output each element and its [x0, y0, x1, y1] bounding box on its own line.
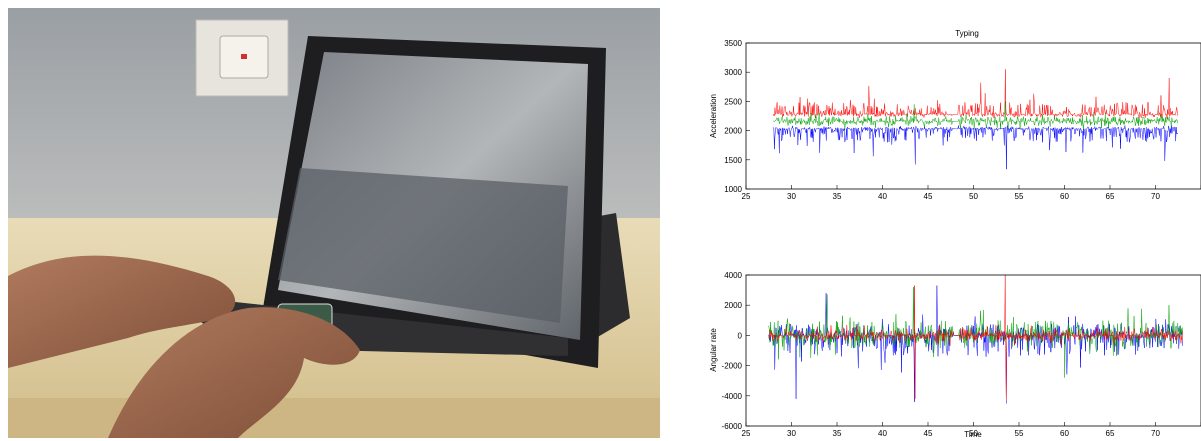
series-line — [773, 125, 1179, 170]
x-tick-label: 65 — [1106, 192, 1115, 201]
x-tick-label: 40 — [878, 192, 887, 201]
x-tick-label: 35 — [833, 429, 842, 438]
plot-frame — [745, 42, 1201, 190]
x-tick-label: 45 — [924, 192, 933, 201]
plot-frame — [745, 274, 1201, 427]
y-tick-label: 3000 — [724, 68, 742, 77]
y-tick-label: 2500 — [724, 97, 742, 106]
photo-typing-tablet — [8, 8, 660, 438]
desk-edge — [8, 398, 660, 438]
x-tick-label: 45 — [924, 429, 933, 438]
x-tick-label: 40 — [878, 429, 887, 438]
y-tick-label: 2000 — [724, 301, 742, 310]
x-tick-label: 50 — [969, 429, 978, 438]
x-tick-label: 70 — [1151, 429, 1160, 438]
imu-charts: Typing 2530354045505560657075 1000150020… — [709, 29, 1201, 439]
chart-title: Typing — [955, 29, 979, 38]
y-axis-label: Acceleration — [709, 94, 718, 138]
x-tick-label: 70 — [1151, 192, 1160, 201]
y-tick-label: 1500 — [724, 156, 742, 165]
series-line — [768, 287, 1183, 378]
x-tick-label: 55 — [1015, 429, 1024, 438]
series-line — [768, 285, 1183, 404]
outlet-led — [241, 54, 247, 59]
x-tick-label: 35 — [833, 192, 842, 201]
x-tick-label: 25 — [742, 429, 751, 438]
series-line — [773, 101, 1179, 131]
y-tick-label: 1000 — [724, 185, 742, 194]
x-tick-label: 30 — [787, 429, 796, 438]
tablet-keyboard — [278, 168, 568, 323]
wall-outlet-plate — [195, 19, 289, 97]
y-tick-label: 4000 — [724, 271, 742, 280]
y-tick-label: 0 — [738, 331, 743, 340]
x-tick-label: 60 — [1060, 429, 1069, 438]
y-tick-label: -6000 — [722, 422, 743, 431]
y-tick-label: -2000 — [722, 362, 743, 371]
y-tick-label: -4000 — [722, 392, 743, 401]
x-tick-label: 30 — [787, 192, 796, 201]
x-tick-label: 50 — [969, 192, 978, 201]
left-hand — [8, 255, 236, 368]
x-tick-label: 65 — [1106, 429, 1115, 438]
y-axis-label: Angular rate — [709, 328, 718, 372]
acceleration-chart: Typing 2530354045505560657075 1000150020… — [709, 29, 1201, 201]
series-line — [768, 274, 1183, 401]
angular-rate-chart: 2530354045505560657075 -6000-4000-200002… — [709, 271, 1201, 439]
x-tick-label: 55 — [1015, 192, 1024, 201]
x-tick-label: 60 — [1060, 192, 1069, 201]
x-axis-label: Time — [964, 430, 982, 439]
y-tick-label: 3500 — [724, 39, 742, 48]
y-tick-label: 2000 — [724, 127, 742, 136]
right-hand — [108, 307, 360, 438]
series-line — [773, 69, 1179, 119]
x-tick-label: 25 — [742, 192, 751, 201]
